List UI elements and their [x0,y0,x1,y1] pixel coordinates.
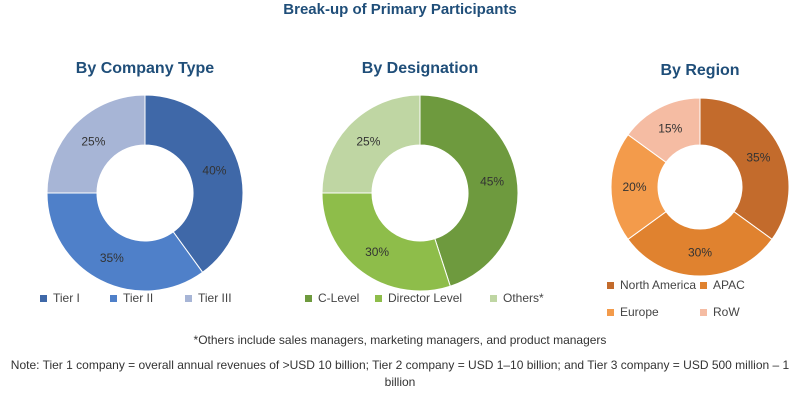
legend-swatch [700,281,707,289]
legend-label: Others* [503,291,544,305]
legend-label: APAC [713,278,745,292]
slice-label-director-level: 30% [365,245,389,259]
legend-swatch [607,308,614,316]
legend-label: RoW [713,305,740,319]
slice-c-level [419,94,519,287]
legend-swatch [607,281,614,289]
slice-others [321,94,421,194]
legend-item-north-america: North America [607,278,696,292]
legend-item-tier-i: Tier I [40,291,80,305]
legend-item-c-level: C-Level [305,291,359,305]
slice-label-europe: 20% [622,180,646,194]
legend-label: Tier II [123,291,154,305]
main-title: Break-up of Primary Participants [283,1,517,18]
legend-swatch [305,294,312,302]
legend-item-europe: Europe [607,305,659,319]
legend-swatch [700,308,707,316]
donut-chart-region: 35% 30% 20% 15% [610,97,790,277]
legend-item-tier-iii: Tier III [185,291,232,305]
slice-label-tier-i: 40% [202,163,226,177]
footnote: *Others include sales managers, marketin… [193,333,607,347]
legend-swatch [185,294,192,302]
slice-apac [627,210,773,277]
slice-label-north-america: 35% [746,150,770,164]
donut-chart-designation: 45% 30% 25% [321,94,519,292]
legend-item-others: Others* [490,291,544,305]
donut-chart-company-type: 40% 35% 25% [46,94,244,292]
chart-title-company-type: By Company Type [75,60,215,77]
slice-label-c-level: 45% [480,175,504,189]
legend-label: C-Level [318,291,360,305]
legend-label: North America [620,278,697,292]
legend-item-director-level: Director Level [375,291,462,305]
note: Note: Tier 1 company = overall annual re… [10,358,790,389]
legend-swatch [490,294,497,302]
slice-row [627,97,701,164]
chart-title-region: By Region [660,62,740,79]
legend-label: Europe [620,305,659,319]
slice-label-tier-ii: 35% [100,251,124,265]
slice-label-tier-iii: 25% [81,134,105,148]
slice-tier-i [144,94,244,273]
legend-item-apac: APAC [700,278,745,292]
legend-item-row: RoW [700,305,740,319]
legend-label: Tier I [53,291,80,305]
slice-label-apac: 30% [688,246,712,260]
legend-swatch [375,294,382,302]
legend-label: Director Level [388,291,463,305]
slice-label-row: 15% [658,122,682,136]
slice-label-others: 25% [356,134,380,148]
legend-swatch [110,294,117,302]
slice-tier-ii [46,192,204,292]
legend-swatch [40,294,47,302]
slice-tier-iii [46,94,146,194]
slice-north-america [699,97,790,241]
slice-europe [610,133,667,241]
slice-director-level [321,192,451,292]
legend-label: Tier III [198,291,232,305]
chart-title-designation: By Designation [361,60,479,77]
legend-item-tier-ii: Tier II [110,291,153,305]
